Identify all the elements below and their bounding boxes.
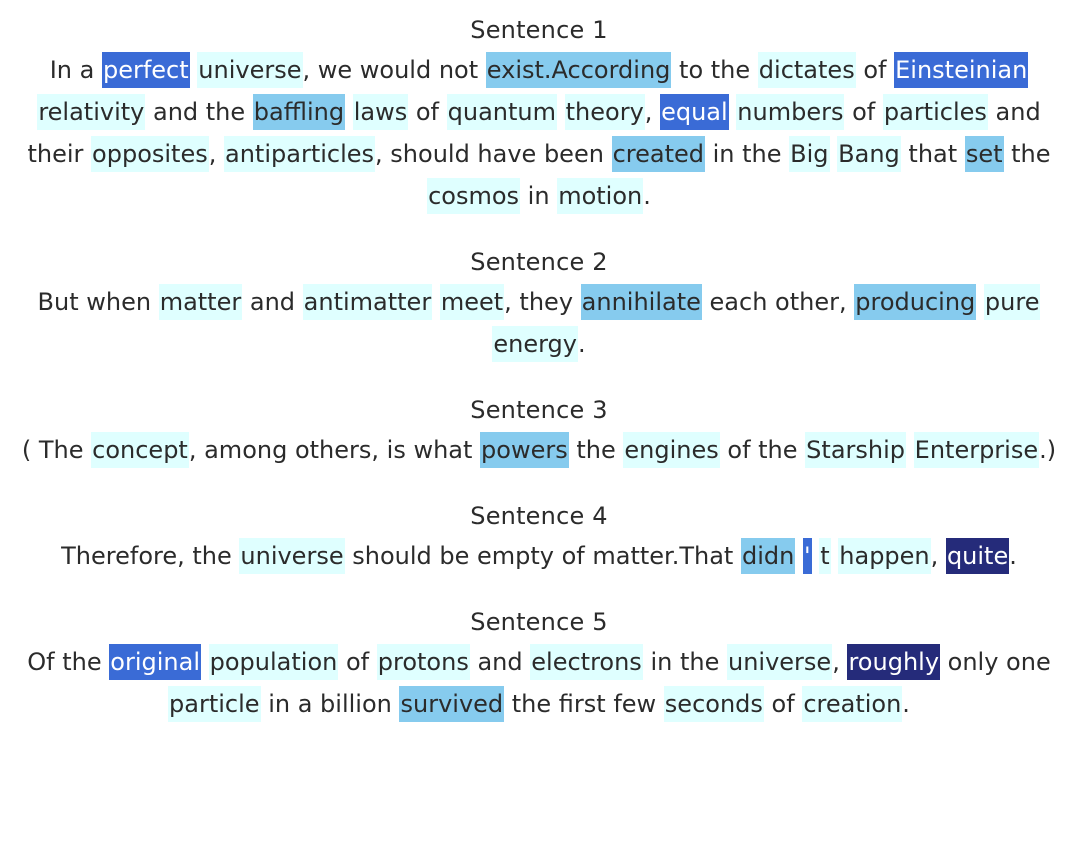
highlighted-token: motion (557, 178, 644, 214)
sentence-block-1: Sentence 1 In a perfect universe, we wou… (0, 11, 1078, 217)
highlighted-token: particles (882, 94, 988, 130)
highlighted-token: electrons (530, 644, 643, 680)
highlighted-token: antiparticles (224, 136, 376, 172)
highlighted-token: set (964, 136, 1004, 172)
highlighted-token: opposites (91, 136, 209, 172)
attention-document: Sentence 1 In a perfect universe, we wou… (0, 11, 1078, 725)
highlighted-token: Bang (837, 136, 901, 172)
sentence-block-3: Sentence 3 ( The concept, among others, … (0, 391, 1078, 471)
highlighted-token: powers (480, 432, 569, 468)
sentence-text: ( The concept, among others, is what pow… (0, 429, 1078, 471)
sentence-block-4: Sentence 4 Therefore, the universe shoul… (0, 497, 1078, 577)
highlighted-token: didn (740, 538, 796, 574)
highlighted-token: Einsteinian (894, 52, 1029, 88)
highlighted-token: happen (838, 538, 931, 574)
highlighted-token: universe (726, 644, 833, 680)
sentence-heading: Sentence 3 (470, 396, 608, 424)
highlighted-token: seconds (663, 686, 764, 722)
sentence-heading: Sentence 5 (470, 608, 608, 636)
highlighted-token: baffling (252, 94, 346, 130)
highlighted-token: antimatter (302, 284, 433, 320)
highlighted-token: creation (802, 686, 903, 722)
sentence-block-5: Sentence 5 Of the original population of… (0, 603, 1078, 725)
highlighted-token: energy (492, 326, 578, 362)
highlighted-token: universe (239, 538, 345, 574)
highlighted-token: population (208, 644, 339, 680)
highlighted-token: theory (564, 94, 645, 130)
highlighted-token: dictates (757, 52, 856, 88)
highlighted-token: roughly (847, 644, 941, 680)
highlighted-token: relativity (37, 94, 146, 130)
highlighted-token: equal (660, 94, 729, 130)
highlighted-token: ' (802, 538, 812, 574)
sentence-text: In a perfect universe, we would not exis… (0, 49, 1078, 217)
highlighted-token: matter (158, 284, 243, 320)
highlighted-token: numbers (736, 94, 845, 130)
highlighted-token: cosmos (427, 178, 521, 214)
highlighted-token: engines (623, 432, 720, 468)
sentence-text: Of the original population of protons an… (0, 641, 1078, 725)
sentence-text: But when matter and antimatter meet, the… (0, 281, 1078, 365)
highlighted-token: protons (376, 644, 470, 680)
highlighted-token: quantum (446, 94, 557, 130)
highlighted-token: quite (945, 538, 1010, 574)
highlighted-token: pure (983, 284, 1041, 320)
sentence-heading: Sentence 1 (470, 16, 608, 44)
highlighted-token: meet (439, 284, 505, 320)
highlighted-token: producing (854, 284, 977, 320)
sentence-text: Therefore, the universe should be empty … (0, 535, 1078, 577)
highlighted-token: Starship (805, 432, 907, 468)
highlighted-token: concept (91, 432, 189, 468)
highlighted-token: exist.According (485, 52, 672, 88)
highlighted-token: Big (789, 136, 830, 172)
highlighted-token: laws (352, 94, 409, 130)
highlighted-token: t (819, 538, 831, 574)
highlighted-token: survived (399, 686, 505, 722)
sentence-heading: Sentence 2 (470, 248, 608, 276)
sentence-block-2: Sentence 2 But when matter and antimatte… (0, 243, 1078, 365)
highlighted-token: original (109, 644, 201, 680)
highlighted-token: annihilate (580, 284, 702, 320)
highlighted-token: Enterprise (913, 432, 1040, 468)
highlighted-token: perfect (101, 52, 190, 88)
highlighted-token: created (611, 136, 705, 172)
highlighted-token: particle (168, 686, 261, 722)
highlighted-token: universe (197, 52, 303, 88)
sentence-heading: Sentence 4 (470, 502, 608, 530)
